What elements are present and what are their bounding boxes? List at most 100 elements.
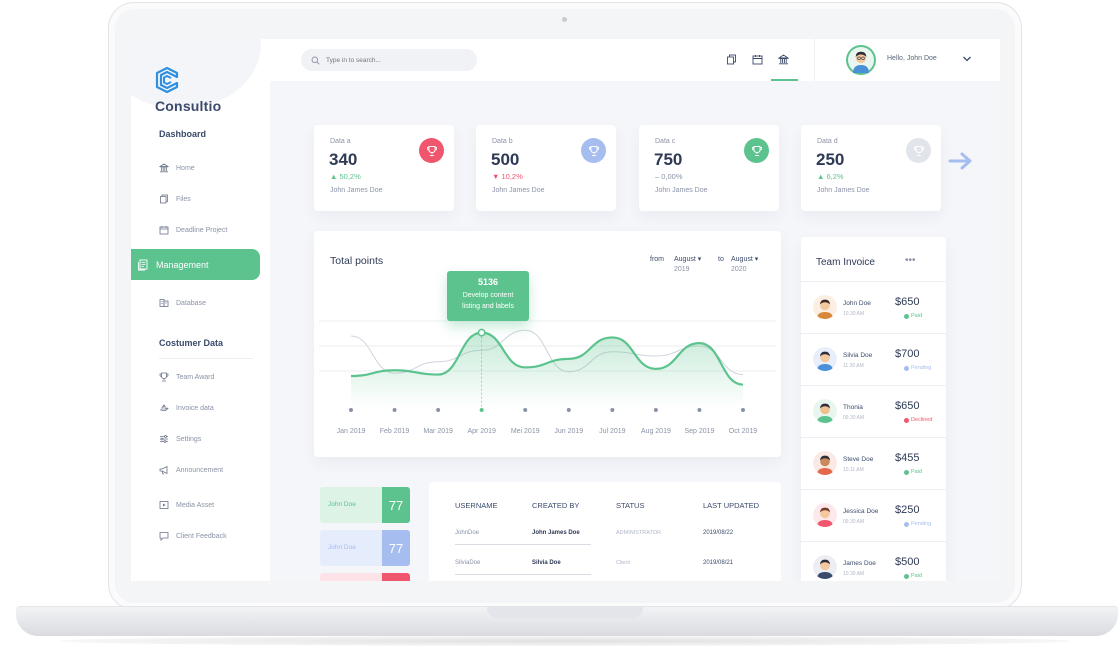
sidebar-item-database[interactable]: Database	[159, 295, 206, 311]
files-icon[interactable]	[726, 54, 737, 65]
range-to-year: 2020	[731, 266, 747, 273]
stat-card-data-b[interactable]: Data b 500 ▼ 10,2% John James Doe	[476, 125, 616, 211]
arrow-right-icon[interactable]	[948, 151, 974, 171]
invoice-name: Thonia	[843, 404, 863, 411]
sidebar-item-client-feedback[interactable]: Client Feedback	[159, 528, 227, 544]
chevron-down-icon[interactable]	[962, 55, 972, 63]
sidebar-item-label: Home	[176, 164, 195, 172]
trophy-badge	[419, 138, 444, 163]
stat-card-data-a[interactable]: Data a 340 ▲ 50,2% John James Doe	[314, 125, 454, 211]
sidebar-item-settings[interactable]: Settings	[159, 431, 201, 447]
column-header-status[interactable]: STATUS	[616, 501, 645, 510]
range-from-select[interactable]: August ▾ 2019	[674, 255, 701, 275]
sidebar-item-home[interactable]: Home	[159, 160, 195, 176]
active-icon-underline	[771, 79, 798, 81]
avatar[interactable]	[846, 45, 876, 75]
invoice-row[interactable]: Steve Doe 10.11 AM $455 Paid	[801, 437, 946, 489]
sidebar-item-deadline-project[interactable]: Deadline Project	[159, 222, 227, 238]
megaphone-icon	[159, 465, 168, 475]
invoice-amount: $650	[895, 296, 920, 308]
chat-icon	[159, 532, 169, 541]
invoice-name: Silvia Doe	[843, 352, 873, 359]
sidebar-item-label: Files	[176, 195, 191, 203]
brand-name: Consultio	[155, 98, 222, 114]
cell-last-updated: 2019/08/21	[703, 560, 734, 566]
sidebar-item-media-asset[interactable]: Media Asset	[159, 497, 214, 513]
status-badge: Paid	[904, 469, 922, 475]
invoice-row[interactable]: Jessica Doe 09.30 AM $250 Pending	[801, 489, 946, 541]
cell-username[interactable]: SilviaDoe	[455, 560, 481, 566]
sidebar-item-announcement[interactable]: Announcement	[159, 462, 223, 478]
invoice-time: 09.30 AM	[843, 519, 865, 525]
stat-card-data-d[interactable]: Data d 250 ▲ 6,2% John James Doe	[801, 125, 941, 211]
search-box[interactable]	[301, 49, 477, 71]
media-icon	[159, 501, 169, 509]
range-to-label: to	[718, 256, 724, 263]
calendar-icon[interactable]	[752, 54, 763, 65]
status-label: Paid	[911, 313, 923, 319]
trophy-icon	[751, 145, 762, 156]
stat-owner: John James Doe	[492, 187, 545, 194]
score-card[interactable]	[320, 573, 410, 581]
x-tick-label: Apr 2019	[467, 428, 496, 435]
stat-card-data-c[interactable]: Data c 750 – 0,00% John James Doe	[639, 125, 779, 211]
range-to-select[interactable]: August ▾ 2020	[731, 255, 758, 275]
invoice-row[interactable]: Thonia 09.30 AM $650 Declined	[801, 385, 946, 437]
sidebar-item-label: Media Asset	[176, 501, 215, 509]
sidebar-item-label: Announcement	[176, 466, 224, 474]
status-badge: Paid	[904, 313, 922, 319]
settings-icon	[160, 435, 168, 443]
stat-value: 750	[654, 150, 683, 169]
sidebar-item-team-award[interactable]: Team Award	[159, 369, 214, 385]
score-card-value: 77	[382, 530, 410, 566]
more-options-icon[interactable]: •••	[905, 255, 916, 266]
stat-label: Data b	[492, 138, 513, 145]
column-header-last-updated[interactable]: LAST UPDATED	[703, 501, 759, 510]
invoice-amount: $650	[895, 400, 920, 412]
invoice-time: 10.11 AM	[843, 467, 864, 473]
x-dot	[436, 408, 441, 412]
invoice-row[interactable]: Silvia Doe 11.30 AM $700 Pending	[801, 333, 946, 385]
stat-change: – 0,00%	[655, 172, 683, 181]
invoice-name: John Doe	[843, 300, 871, 307]
search-input[interactable]	[326, 56, 466, 64]
sidebar-item-label: Client Feedback	[176, 532, 227, 540]
status-label: Paid	[911, 469, 923, 475]
line-chart: Jan 2019 Feb 2019 Mar 2019 Apr 2019 Mei 2019…	[319, 320, 776, 435]
invoice-name: Steve Doe	[843, 456, 874, 463]
status-dot-icon	[904, 521, 909, 527]
x-tick-label: Oct 2019	[729, 428, 758, 435]
x-tick-label: Feb 2019	[380, 428, 410, 435]
stat-change: ▲ 6,2%	[817, 172, 844, 181]
team-invoice-title: Team Invoice	[816, 257, 875, 268]
score-card-value	[382, 573, 410, 581]
column-header-username[interactable]: USERNAME	[455, 501, 498, 510]
trophy-badge	[581, 138, 606, 163]
sidebar-item-management[interactable]: Management	[131, 249, 260, 280]
score-card[interactable]: John Doe 77	[320, 530, 410, 566]
invoice-amount: $455	[895, 452, 920, 464]
stat-value: 340	[329, 150, 358, 169]
stat-value: 250	[816, 150, 845, 169]
invoice-amount: $500	[895, 556, 920, 568]
range-from-month: August ▾	[674, 256, 702, 263]
sidebar-item-files[interactable]: Files	[159, 191, 191, 207]
avatar	[813, 399, 837, 423]
column-header-created-by[interactable]: CREATED BY	[532, 501, 580, 510]
score-card[interactable]: John Doe 77	[320, 487, 410, 523]
user-greeting[interactable]: Hello, John Doe	[887, 55, 937, 62]
stat-owner: John James Doe	[817, 187, 870, 194]
search-icon	[311, 56, 320, 65]
user-avatar-icon	[848, 47, 874, 73]
trophy-badge	[906, 138, 931, 163]
sidebar-item-label: Management	[156, 259, 209, 270]
cell-created-by: John James Doe	[532, 530, 580, 536]
invoice-row[interactable]: John Doe 10.30 AM $650 Paid	[801, 281, 946, 333]
sidebar-item-invoice-data[interactable]: Invoice data	[159, 400, 214, 416]
bank-icon[interactable]	[778, 54, 789, 65]
invoice-row[interactable]: James Doe 10.30 AM $500 Paid	[801, 541, 946, 581]
cell-username[interactable]: JohnDoe	[455, 530, 480, 536]
x-dot	[566, 408, 571, 412]
nav-heading-dashboard: Dashboard	[159, 129, 207, 139]
invoice-name: James Doe	[843, 560, 876, 567]
